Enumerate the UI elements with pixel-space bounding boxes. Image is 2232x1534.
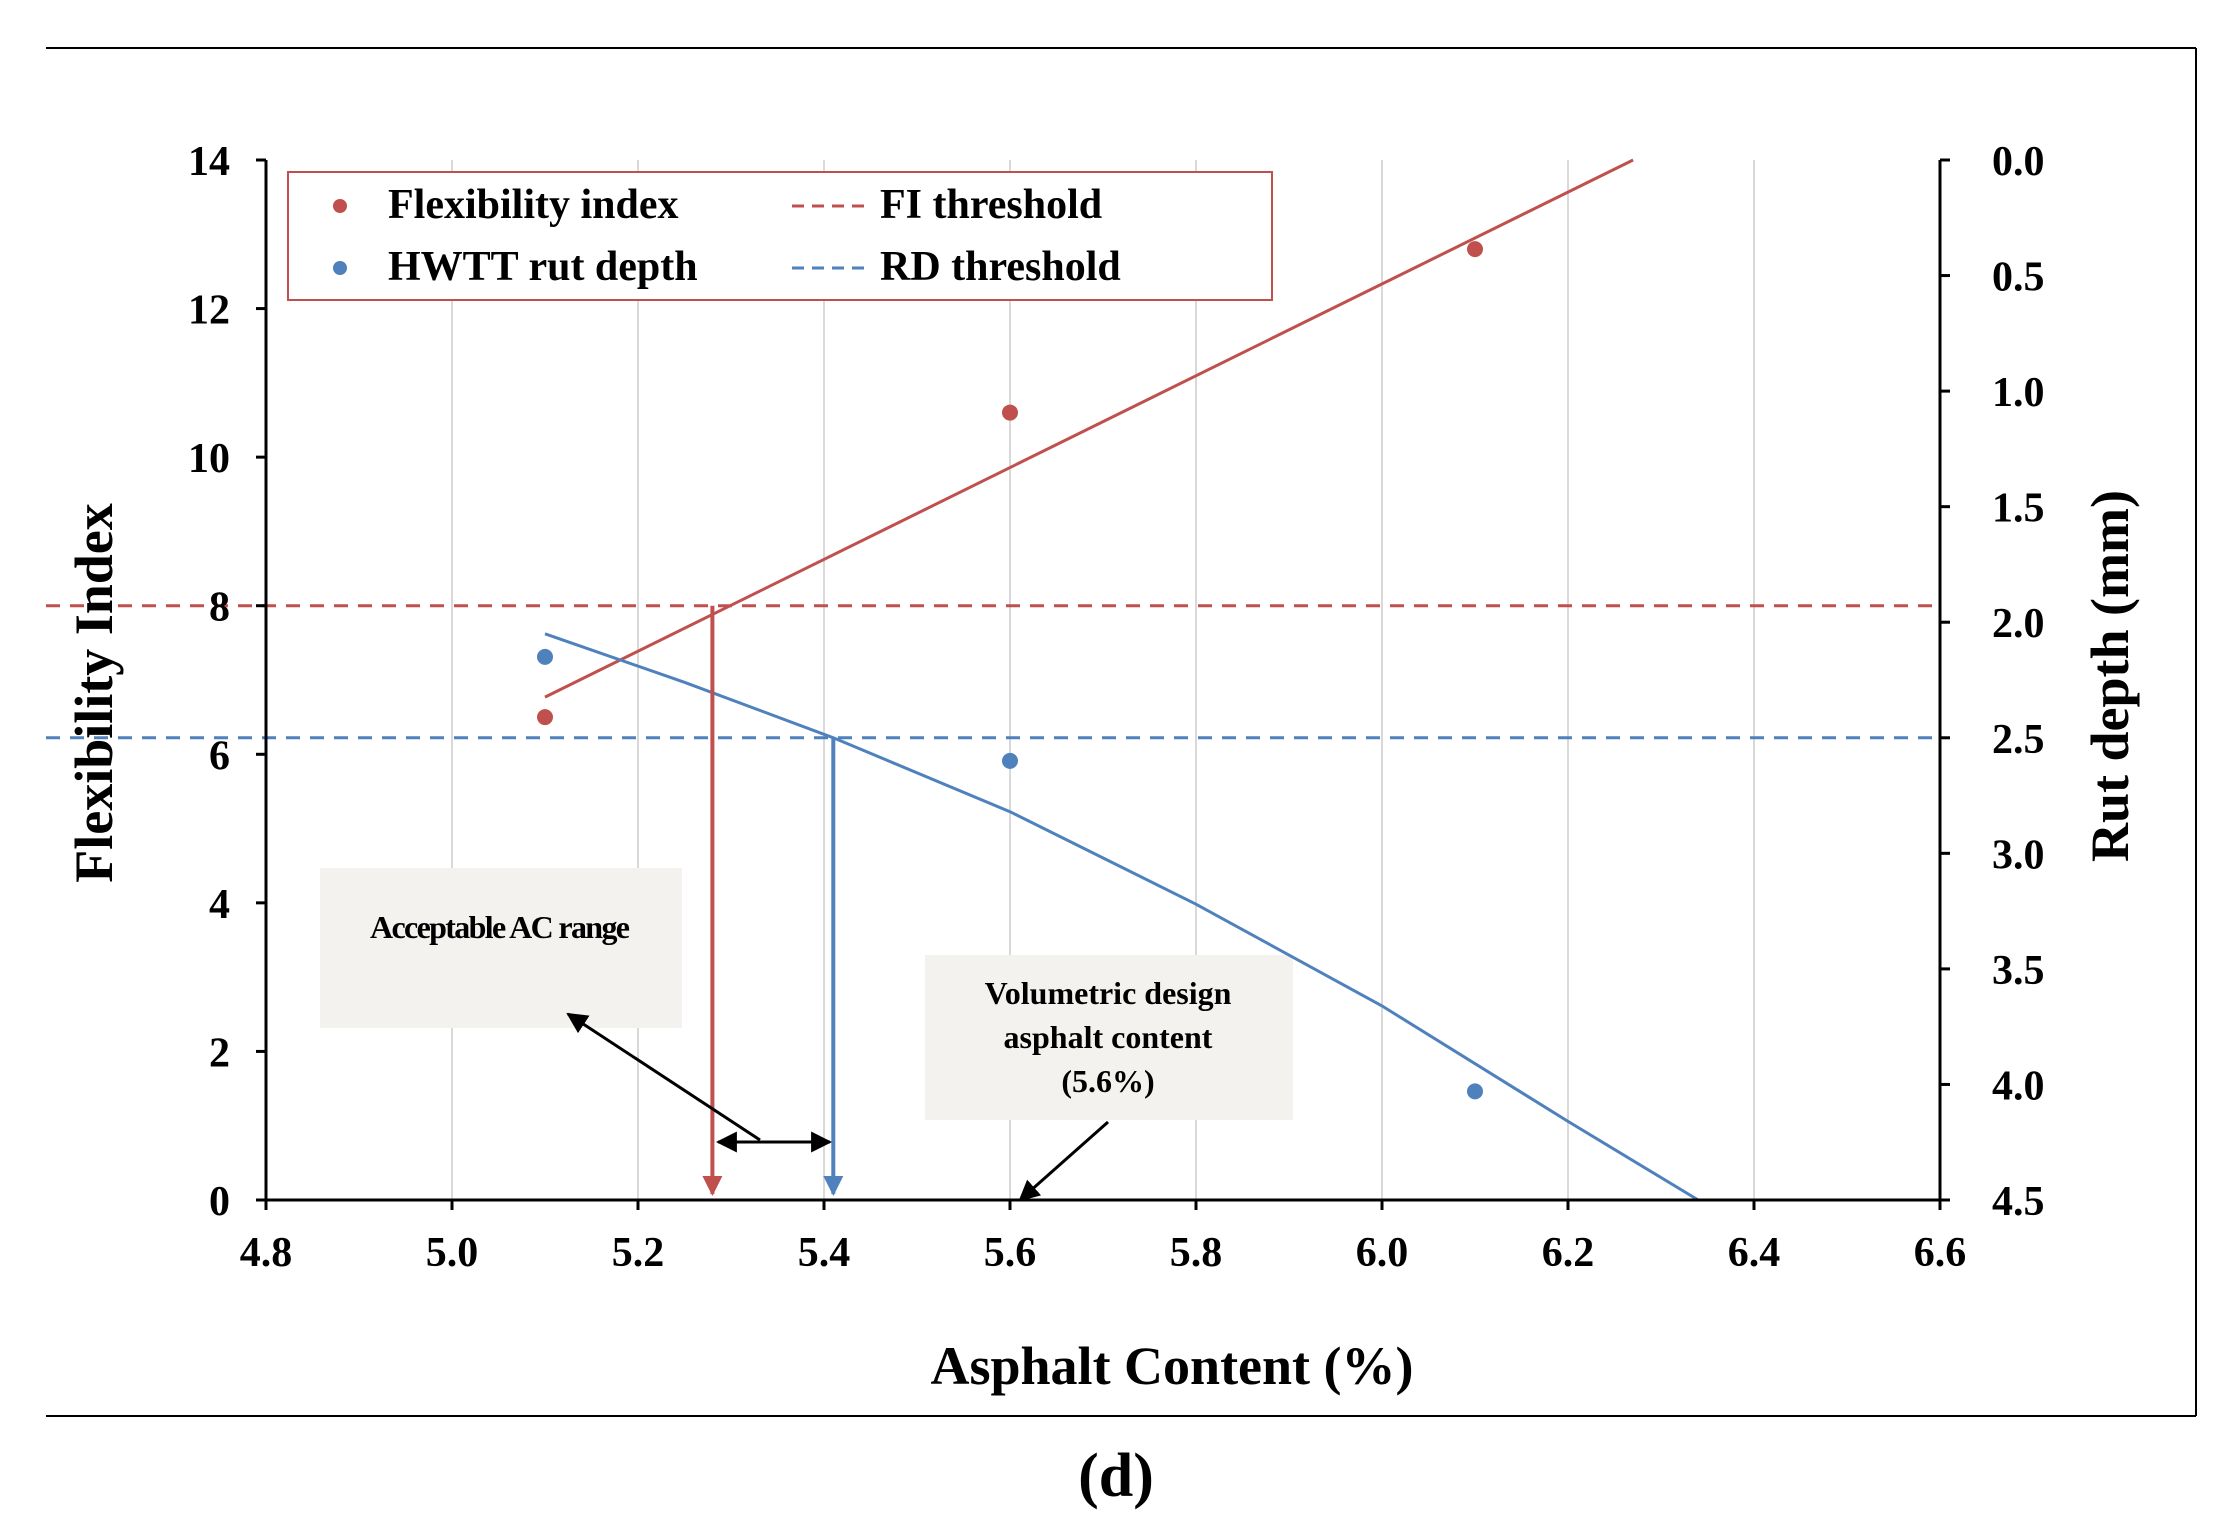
x-tick-label-1: 5.0 — [426, 1230, 479, 1276]
x-tick-label-8: 6.4 — [1728, 1230, 1781, 1276]
acceptable-range-arrow — [566, 1012, 761, 1142]
volumetric-line-2: asphalt content — [1004, 1019, 1213, 1055]
x-tick-label-0: 4.8 — [240, 1230, 293, 1276]
y2-axis-title: Rut depth (mm) — [2080, 490, 2140, 862]
y2-tick-label-2: 1.0 — [1992, 370, 2045, 416]
y-tick-label-0: 0 — [209, 1179, 230, 1225]
y2-tick-label-6: 3.0 — [1992, 832, 2045, 878]
y-tick-label-3: 6 — [209, 733, 230, 779]
y2-tick-label-1: 0.5 — [1992, 255, 2045, 301]
y-tick-label-5: 10 — [188, 436, 230, 482]
trend-lines — [544, 158, 1699, 1202]
x-tick-label-7: 6.2 — [1542, 1230, 1595, 1276]
figure-caption: (d) — [1078, 1442, 1154, 1510]
y-tick-label-1: 2 — [209, 1030, 230, 1076]
legend: Flexibility index FI threshold HWTT rut … — [287, 171, 1273, 301]
rd-point-0 — [537, 648, 553, 665]
data-points — [537, 241, 1483, 1100]
volumetric-line-3: (5.6%) — [1061, 1063, 1154, 1099]
y2-tick-label-0: 0.0 — [1992, 139, 2045, 185]
y2-tick-label-5: 2.5 — [1992, 717, 2045, 763]
rd-point-1 — [1002, 752, 1018, 769]
x-tick-label-4: 5.6 — [984, 1230, 1037, 1276]
trend-line-fi — [544, 158, 1634, 699]
volumetric-box — [925, 955, 1293, 1120]
annotation-backgrounds — [320, 868, 1293, 1120]
vertical-gridlines — [451, 160, 1755, 1200]
legend-fi-threshold-label: FI threshold — [880, 182, 1102, 228]
x-axis-title: Asphalt Content (%) — [930, 1336, 1413, 1396]
y2-tick-label-9: 4.5 — [1992, 1179, 2045, 1225]
legend-fi-marker — [333, 199, 347, 213]
y2-tick-label-8: 4.0 — [1992, 1063, 2045, 1109]
x-tick-label-2: 5.2 — [612, 1230, 665, 1276]
trend-line-rd — [544, 632, 1699, 1202]
y2-tick-label-3: 1.5 — [1992, 486, 2045, 532]
threshold-lines — [46, 604, 1940, 740]
y-axis-title: Flexibility Index — [64, 503, 124, 883]
y-tick-label-6: 12 — [188, 288, 230, 334]
x-tick-label-6: 6.0 — [1356, 1230, 1409, 1276]
fi-point-1 — [1002, 404, 1018, 421]
legend-rd-marker — [333, 261, 347, 275]
y2-tick-label-7: 3.5 — [1992, 948, 2045, 994]
rd-point-2 — [1467, 1083, 1483, 1100]
drop-lines — [702, 605, 844, 1196]
volumetric-line-1: Volumetric design — [985, 975, 1232, 1011]
legend-rd-label: HWTT rut depth — [388, 244, 698, 290]
x-tick-label-3: 5.4 — [798, 1230, 851, 1276]
fi-point-2 — [1467, 241, 1483, 258]
acceptable-range-label: Acceptable AC range — [370, 909, 630, 945]
fi-point-0 — [537, 709, 553, 726]
acceptable-range-box — [320, 868, 682, 1028]
y-tick-label-2: 4 — [209, 882, 230, 928]
axes — [256, 158, 1950, 1210]
tick-labels: 4.8 5.0 5.2 5.4 5.6 5.8 6.0 6.2 6.4 6.6 0 2 4 6 8 10 12 1… — [188, 139, 2045, 1276]
y2-tick-label-4: 2.0 — [1992, 601, 2045, 647]
y-tick-label-7: 14 — [188, 139, 230, 185]
legend-box — [287, 171, 1273, 301]
volumetric-arrow — [1018, 1120, 1109, 1202]
y-tick-label-4: 8 — [209, 585, 230, 631]
legend-rd-threshold-label: RD threshold — [880, 244, 1121, 290]
x-tick-label-9: 6.6 — [1914, 1230, 1967, 1276]
legend-fi-label: Flexibility index — [388, 182, 679, 228]
x-tick-label-5: 5.8 — [1170, 1230, 1223, 1276]
